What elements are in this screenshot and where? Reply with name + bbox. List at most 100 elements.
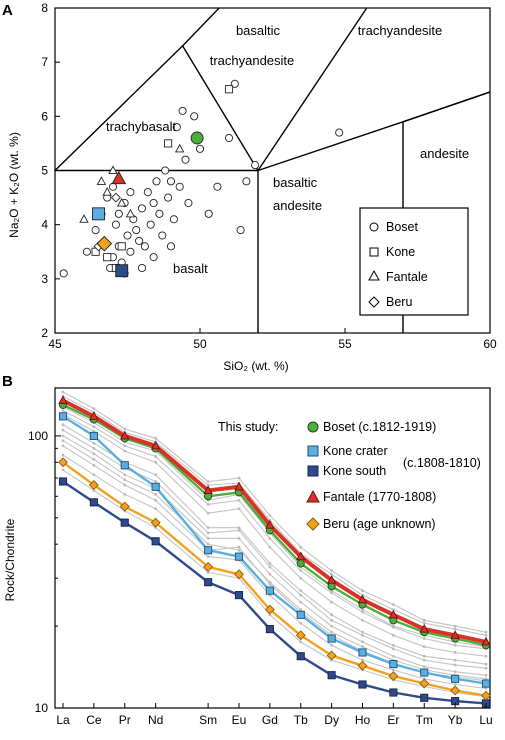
series-point	[388, 671, 399, 682]
series-point	[419, 678, 430, 689]
comparison-line	[62, 395, 487, 636]
field-label-andesite-2: andesite	[273, 198, 322, 213]
comparison-point	[61, 428, 65, 432]
comparison-point	[123, 483, 127, 487]
comparison-point	[154, 460, 158, 464]
fantale-point	[125, 208, 136, 218]
comparison-point	[453, 670, 457, 674]
series-point	[203, 561, 214, 572]
boset-point	[178, 106, 187, 115]
comparison-point	[299, 569, 303, 572]
legend-fantale-marker	[306, 489, 320, 503]
series-point	[204, 546, 213, 555]
series-point	[58, 395, 68, 404]
comparison-point	[453, 627, 457, 631]
comparison-point	[237, 545, 241, 549]
series-point	[58, 412, 68, 421]
fantale-highlight	[111, 170, 127, 185]
series-point	[295, 630, 306, 641]
series-point	[357, 594, 368, 604]
series-line	[62, 403, 487, 647]
comparison-point	[330, 569, 334, 572]
comparison-point	[154, 526, 158, 530]
kone-south-highlight	[115, 264, 129, 278]
comparison-point	[330, 618, 334, 622]
comparison-point	[422, 654, 426, 658]
legend-kone-crater-marker	[307, 445, 319, 457]
comparison-point	[330, 600, 334, 604]
boset-point	[143, 188, 152, 197]
comparison-point	[154, 480, 158, 483]
boset-point	[184, 198, 193, 208]
x-tick-label: Tm	[416, 713, 433, 727]
series-point	[88, 480, 99, 490]
legend-fantale: Fantale	[386, 270, 428, 284]
tas-x-axis-label: SiO₂ (wt. %)	[223, 359, 288, 373]
boset-point	[108, 182, 118, 191]
comparison-point	[268, 565, 272, 569]
comparison-line	[62, 406, 487, 648]
series-point	[151, 537, 160, 546]
comparison-point	[123, 473, 127, 477]
comparison-point	[123, 449, 127, 453]
boset-point	[126, 188, 135, 197]
comparison-point	[237, 537, 241, 540]
series-point	[419, 624, 429, 633]
comparison-point	[330, 643, 334, 647]
field-label-basaltic-2: basaltic	[273, 175, 318, 190]
field-label-basaltic: basaltic	[236, 23, 281, 38]
boset-point	[204, 209, 213, 218]
legend-kone-south-marker	[307, 465, 319, 477]
comparison-point	[391, 654, 395, 658]
boset-point	[164, 193, 173, 202]
comparison-point	[123, 427, 127, 431]
x-tick-label: Yb	[448, 713, 463, 727]
comparison-point	[453, 624, 457, 628]
series-point	[89, 411, 99, 420]
comparison-point	[237, 528, 241, 532]
boset-point	[137, 263, 147, 273]
boset-point	[137, 204, 147, 213]
ree-frame	[54, 387, 491, 709]
comparison-point	[268, 572, 272, 576]
tas-y-axis-label: Na₂O + K₂O (wt. %)	[7, 132, 21, 238]
comparison-point	[299, 640, 303, 644]
comparison-point	[484, 654, 488, 658]
y-tick-label: 6	[41, 109, 48, 123]
series-point	[264, 604, 275, 615]
field-label-trachyandesite-1: trachyandesite	[210, 53, 295, 68]
ree-series	[58, 395, 491, 708]
comparison-point	[61, 439, 65, 443]
series-point	[120, 518, 129, 527]
comparison-point	[92, 457, 96, 461]
series-point	[450, 630, 460, 639]
x-tick-label: Pr	[119, 713, 131, 727]
comparison-point	[299, 589, 303, 593]
fantale-point	[102, 187, 112, 196]
comparison-point	[361, 608, 364, 611]
series-point	[58, 457, 68, 468]
series-point	[119, 501, 130, 512]
boset-point	[251, 161, 260, 170]
comparison-line	[62, 391, 487, 633]
series-point	[120, 461, 129, 470]
series-point	[151, 482, 160, 491]
y-tick-label: 100	[28, 429, 48, 443]
kone-point	[117, 242, 126, 251]
series-line	[62, 461, 487, 697]
series-point	[420, 668, 429, 677]
comparison-line	[62, 429, 487, 669]
boset-point	[111, 220, 120, 229]
series-point	[265, 520, 275, 529]
y-tick-label: 4	[41, 218, 48, 232]
x-tick-label: Gd	[262, 713, 278, 727]
field-boundary	[402, 91, 490, 123]
boset-point	[149, 198, 158, 208]
comparison-line	[62, 469, 487, 698]
series-point	[481, 679, 491, 688]
y-tick-label: 2	[41, 326, 48, 340]
boset-highlight	[190, 131, 204, 145]
comparison-point	[206, 555, 210, 559]
comparison-point	[422, 645, 426, 649]
boset-point	[224, 133, 234, 143]
